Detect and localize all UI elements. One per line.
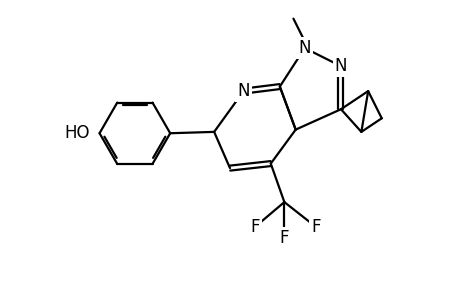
- Text: N: N: [237, 82, 249, 100]
- Text: N: N: [298, 39, 310, 57]
- Text: F: F: [279, 229, 288, 247]
- Text: F: F: [250, 218, 259, 236]
- Text: HO: HO: [64, 124, 90, 142]
- Text: F: F: [311, 218, 320, 236]
- Text: N: N: [334, 57, 347, 75]
